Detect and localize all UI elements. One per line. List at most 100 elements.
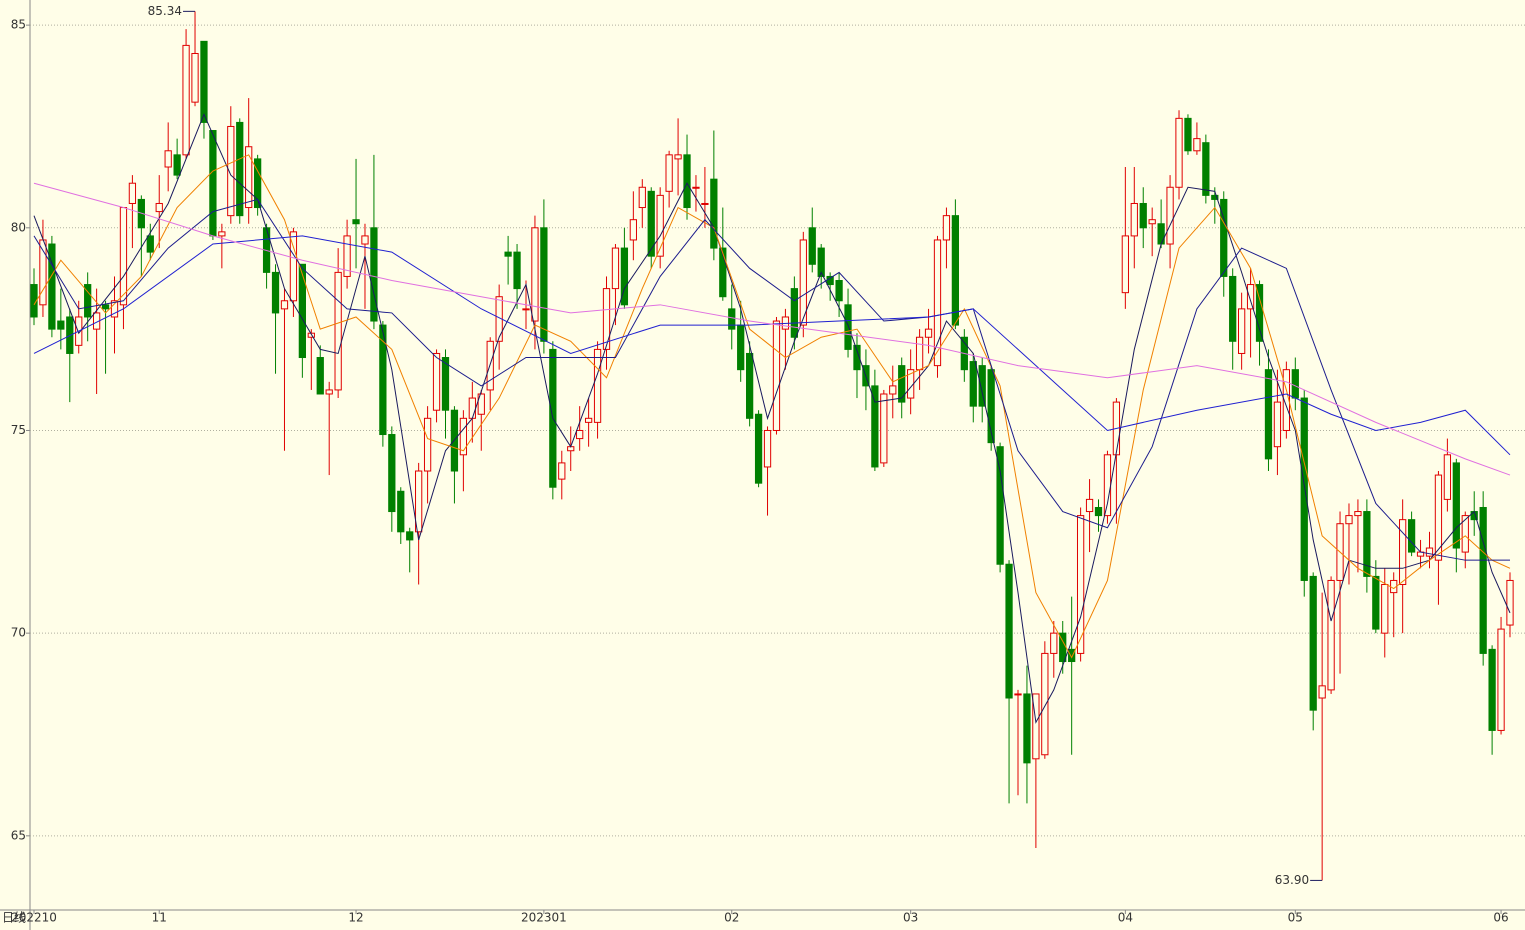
- x-tick-label: 04: [1118, 911, 1133, 925]
- candle-body: [647, 190, 655, 257]
- candle-body: [119, 207, 128, 306]
- candle-body: [558, 462, 566, 480]
- candle-body: [701, 202, 709, 205]
- candle-body: [1443, 454, 1452, 500]
- candle-body: [1488, 648, 1496, 731]
- candle-body: [1005, 563, 1013, 699]
- candle-body: [835, 279, 843, 302]
- candle-body: [915, 336, 924, 371]
- candle-body: [1175, 117, 1183, 188]
- candle-body: [352, 219, 360, 225]
- candle-body: [1238, 308, 1246, 354]
- candle-body: [933, 239, 942, 367]
- candle-body: [280, 300, 289, 310]
- candle-body: [719, 247, 727, 298]
- candle-body: [531, 227, 539, 322]
- candle-body: [638, 186, 646, 209]
- candle-body: [218, 231, 226, 237]
- candle-body: [1461, 515, 1469, 553]
- candle-body: [504, 251, 512, 257]
- candle-body: [1032, 693, 1040, 760]
- candle-body: [656, 194, 664, 257]
- candle-body: [593, 348, 602, 423]
- candle-body: [1452, 462, 1460, 549]
- candle-body: [325, 389, 333, 395]
- y-tick-label: 80: [11, 220, 26, 234]
- x-tick-label: 05: [1288, 911, 1303, 925]
- y-tick-label: 85: [11, 18, 26, 32]
- candle-body: [128, 182, 137, 204]
- candle-body: [987, 369, 995, 444]
- candle-body: [1220, 198, 1228, 277]
- candle-body: [1425, 547, 1434, 557]
- candle-body: [674, 154, 682, 160]
- candle-body: [513, 251, 521, 290]
- candle-body: [164, 150, 172, 168]
- candle-body: [790, 288, 798, 338]
- candle-body: [1506, 579, 1514, 626]
- candle-body: [289, 231, 298, 302]
- candle-body: [48, 243, 56, 330]
- candle-body: [388, 434, 396, 513]
- candle-body: [1211, 194, 1219, 200]
- candle-body: [1157, 223, 1165, 245]
- candle-body: [620, 247, 629, 306]
- candle-body: [343, 235, 351, 277]
- candle-body: [1166, 186, 1174, 245]
- x-tick-label: 03: [903, 911, 918, 925]
- moving-average: [33, 235, 1511, 456]
- candle-body: [540, 227, 548, 342]
- candle-body: [1130, 202, 1138, 237]
- candle-body: [1309, 575, 1317, 711]
- candle-body: [1264, 369, 1273, 460]
- candle-body: [334, 271, 342, 391]
- candle-body: [209, 130, 217, 237]
- candle-body: [182, 44, 190, 156]
- candle-body: [996, 446, 1004, 565]
- candle-body: [1076, 515, 1085, 654]
- high-label: 85.34: [148, 4, 182, 18]
- x-tick-label: 12: [348, 911, 363, 925]
- candle-body: [298, 263, 306, 359]
- candle-body: [459, 417, 468, 456]
- candle-body: [1273, 401, 1282, 448]
- low-label: 63.90: [1275, 873, 1309, 887]
- candle-body: [799, 239, 807, 326]
- candle-body: [1246, 284, 1255, 310]
- candle-body: [155, 202, 163, 213]
- candle-body: [772, 320, 781, 431]
- candle-body: [942, 215, 951, 241]
- candle-body: [84, 284, 92, 318]
- candle-body: [1291, 369, 1299, 399]
- candle-body: [817, 247, 825, 277]
- candle-body: [522, 308, 530, 311]
- candle-body: [710, 178, 718, 249]
- candle-body: [1139, 202, 1147, 229]
- candle-body: [602, 288, 611, 350]
- candle-body: [316, 357, 324, 395]
- candle-body: [173, 154, 181, 176]
- candle-body: [1255, 284, 1264, 342]
- candle-body: [379, 324, 387, 436]
- y-tick-label: 70: [11, 626, 26, 640]
- candle-body: [969, 361, 977, 407]
- y-tick-label: 65: [11, 828, 26, 842]
- candle-body: [1193, 138, 1201, 152]
- candle-body: [1202, 142, 1210, 196]
- candle-body: [1023, 693, 1031, 764]
- candle-body: [1041, 652, 1049, 756]
- candle-body: [1121, 235, 1129, 294]
- candle-body: [1363, 511, 1371, 577]
- candle-body: [728, 308, 736, 330]
- period-label: 日线: [2, 911, 26, 925]
- x-tick-label: 202301: [521, 911, 567, 925]
- candle-body: [468, 397, 476, 419]
- candle-body: [370, 227, 378, 322]
- candle-body: [1327, 579, 1335, 691]
- candle-body: [692, 186, 700, 189]
- candle-body: [1085, 498, 1094, 513]
- candle-body: [397, 490, 405, 533]
- candle-body: [406, 531, 414, 541]
- candle-body: [361, 235, 369, 245]
